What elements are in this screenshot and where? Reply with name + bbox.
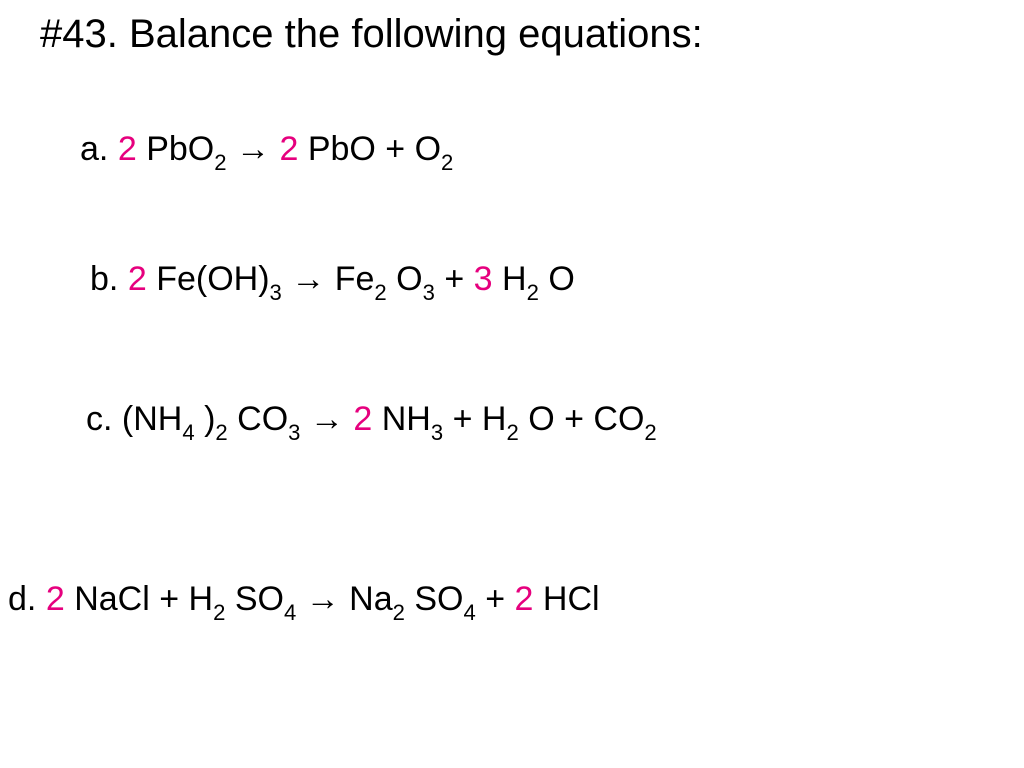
term-a-1: PbO — [146, 130, 214, 168]
term-b-1: Fe(OH) — [156, 260, 269, 298]
term-d-1b: SO — [235, 580, 284, 618]
coef-b-2: 3 — [474, 260, 493, 298]
sub-b-1: 3 — [270, 280, 282, 305]
sub-c-1c: 3 — [288, 420, 300, 445]
label-b: b. — [90, 260, 118, 298]
coef-b-1: 2 — [128, 260, 147, 298]
equation-a: a. 2 PbO2 → 2 PbO + O2 — [80, 130, 453, 174]
term-b-2b: O — [396, 260, 422, 298]
arrow-d: → — [306, 580, 349, 618]
sub-d-2b: 4 — [463, 600, 475, 625]
term-d-1a: NaCl + H — [74, 580, 213, 618]
sub-c-2c: 2 — [644, 420, 656, 445]
sub-d-1b: 4 — [284, 600, 296, 625]
plus-b-1: + — [444, 260, 473, 298]
sub-c-1b: 2 — [215, 420, 227, 445]
term-d-2a: Na — [349, 580, 392, 618]
sub-b-2a: 2 — [374, 280, 386, 305]
sub-d-1a: 2 — [213, 600, 225, 625]
sub-c-2b: 2 — [506, 420, 518, 445]
term-a-2: PbO + O — [308, 130, 441, 168]
sub-b-2c: 2 — [527, 280, 539, 305]
term-c-1a: (NH — [122, 400, 182, 438]
coef-a-1: 2 — [118, 130, 137, 168]
term-d-2c: HCl — [543, 580, 600, 618]
arrow-c: → — [310, 400, 353, 438]
coef-c-1: 2 — [353, 400, 372, 438]
label-c: c. — [86, 400, 112, 438]
plus-d-1: + — [485, 580, 514, 618]
label-d: d. — [8, 580, 36, 618]
sub-c-2a: 3 — [431, 420, 443, 445]
equation-c: c. (NH4 )2 CO3 → 2 NH3 + H2 O + CO2 — [86, 400, 657, 444]
term-b-2d: O — [548, 260, 574, 298]
term-d-2b: SO — [414, 580, 463, 618]
term-c-1c: CO — [237, 400, 288, 438]
coef-d-2: 2 — [515, 580, 534, 618]
sub-b-2b: 3 — [423, 280, 435, 305]
sub-c-1a: 4 — [182, 420, 194, 445]
sub-a-1: 2 — [214, 150, 226, 175]
plus-c-1: + H — [453, 400, 507, 438]
equation-b: b. 2 Fe(OH)3 → Fe2 O3 + 3 H2 O — [90, 260, 575, 304]
sub-d-2a: 2 — [393, 600, 405, 625]
arrow-a: → — [236, 130, 279, 168]
term-b-2c: H — [502, 260, 527, 298]
coef-a-2: 2 — [279, 130, 298, 168]
coef-d-1: 2 — [46, 580, 65, 618]
equation-d: d. 2 NaCl + H2 SO4 → Na2 SO4 + 2 HCl — [8, 580, 600, 624]
page-title: #43. Balance the following equations: — [40, 12, 703, 57]
sub-a-2: 2 — [441, 150, 453, 175]
term-c-2c: O + CO — [528, 400, 644, 438]
label-a: a. — [80, 130, 108, 168]
term-b-2a: Fe — [335, 260, 375, 298]
term-c-2a: NH — [382, 400, 431, 438]
term-c-1b: ) — [204, 400, 215, 438]
arrow-b: → — [291, 260, 334, 298]
